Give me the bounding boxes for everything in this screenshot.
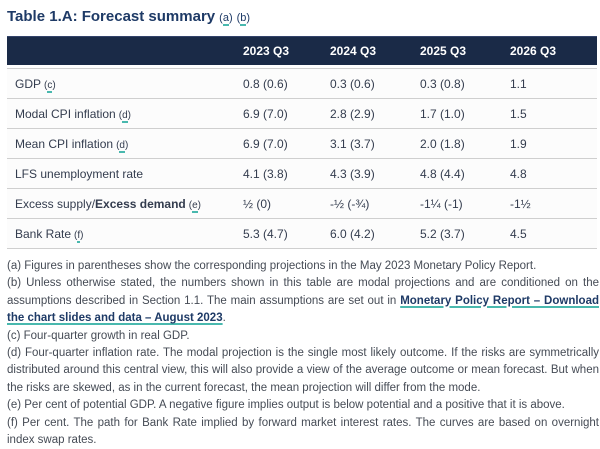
footnotes-section: (a) Figures in parentheses show the corr… <box>7 258 599 449</box>
row-label-text: Mean CPI inflation <box>15 136 114 151</box>
cell-value: 0.8 (0.6) <box>243 76 288 91</box>
column-header-2024-q3: 2024 Q3 <box>330 44 377 58</box>
table-row-bank-rate: Bank Rate (f) 5.3 (4.7) 6.0 (4.2) 5.2 (3.… <box>7 219 597 249</box>
footnote-c: (c) Four-quarter growth in real GDP. <box>7 328 599 345</box>
cell-value: -½ (-¾) <box>330 196 370 211</box>
row-label-text: Modal CPI inflation <box>15 106 116 121</box>
footnote-d-text: (d) Four-quarter inflation rate. The mod… <box>7 347 599 394</box>
table-header-row: 2023 Q3 2024 Q3 2025 Q3 2026 Q3 <box>7 36 597 65</box>
cell-value: 1.1 <box>510 76 527 91</box>
column-header-2026-q3: 2026 Q3 <box>510 44 557 58</box>
cell-value: 1.9 <box>510 136 527 151</box>
cell-value: -1½ <box>510 196 531 211</box>
page-title: Table 1.A: Forecast summary (a) (b) <box>7 8 596 26</box>
cell-value: 2.0 (1.8) <box>420 136 465 151</box>
column-header-2023-q3: 2023 Q3 <box>243 44 290 58</box>
row-label-text: GDP <box>15 76 42 91</box>
cell-value: 4.5 <box>510 226 527 241</box>
cell-value: 0.3 (0.6) <box>330 76 375 91</box>
cell-value: 4.8 (4.4) <box>420 166 465 181</box>
footnote-b: (b) Unless otherwise stated, the numbers… <box>7 275 599 327</box>
row-label-mean-cpi: Mean CPI inflation (d) <box>7 136 243 153</box>
footnote-ref-d-link[interactable]: (d) <box>118 109 131 123</box>
cell-value: 4.3 (3.9) <box>330 166 375 181</box>
footnote-ref-d-link[interactable]: (d) <box>116 139 129 153</box>
cell-value: 1.7 (1.0) <box>420 106 465 121</box>
cell-value: 6.9 (7.0) <box>243 106 288 121</box>
column-header-2025-q3: 2025 Q3 <box>420 44 467 58</box>
footnote-ref-e-link[interactable]: (e) <box>188 199 202 213</box>
forecast-table: 2023 Q3 2024 Q3 2025 Q3 2026 Q3 GDP (c) 0… <box>7 36 597 249</box>
footnote-b-text-after: . <box>222 312 226 325</box>
cell-value: 6.0 (4.2) <box>330 226 375 241</box>
footnote-a: (a) Figures in parentheses show the corr… <box>7 258 599 275</box>
row-label-modal-cpi: Modal CPI inflation (d) <box>7 106 243 123</box>
row-label-excess-supply-demand: Excess supply/Excess demand (e) <box>7 196 243 213</box>
table-row-modal-cpi: Modal CPI inflation (d) 6.9 (7.0) 2.8 (2.… <box>7 99 597 129</box>
footnote-f: (f) Per cent. The path for Bank Rate imp… <box>7 415 599 449</box>
table-row-mean-cpi: Mean CPI inflation (d) 6.9 (7.0) 3.1 (3.7… <box>7 129 597 159</box>
footnote-ref-b-link[interactable]: (b) <box>236 12 251 26</box>
row-label-text: LFS unemployment rate <box>15 166 144 181</box>
row-label-text: Excess supply/ <box>15 196 96 211</box>
cell-value: 4.8 <box>510 166 527 181</box>
cell-value: 6.9 (7.0) <box>243 136 288 151</box>
row-label-text: Bank Rate <box>15 226 72 241</box>
table-row-gdp: GDP (c) 0.8 (0.6) 0.3 (0.6) 0.3 (0.8) 1.1 <box>7 69 597 99</box>
monetary-policy-report-download-link[interactable]: Monetary Policy Report – Download the ch… <box>7 294 600 325</box>
row-label-text-bold: Excess demand <box>95 196 186 211</box>
row-label-bank-rate: Bank Rate (f) <box>7 226 243 243</box>
cell-value: ½ (0) <box>243 196 272 211</box>
footnote-e-text: (e) Per cent of potential GDP. A negativ… <box>7 399 565 412</box>
table-body: GDP (c) 0.8 (0.6) 0.3 (0.6) 0.3 (0.8) 1.1… <box>7 68 597 249</box>
footnote-c-text: (c) Four-quarter growth in real GDP. <box>7 329 190 342</box>
footnote-b-text: (b) Unless otherwise stated, the numbers… <box>7 277 599 307</box>
footnote-ref-a-link[interactable]: (a) <box>219 12 233 26</box>
cell-value: 5.3 (4.7) <box>243 226 288 241</box>
table-row-lfs-unemployment: LFS unemployment rate 4.1 (3.8) 4.3 (3.9… <box>7 159 597 189</box>
row-label-gdp: GDP (c) <box>7 76 243 93</box>
footnote-f-text: (f) Per cent. The path for Bank Rate imp… <box>7 416 599 447</box>
cell-value: 3.1 (3.7) <box>330 136 375 151</box>
footnote-ref-f-link[interactable]: (f) <box>74 229 84 243</box>
table-row-excess-supply-demand: Excess supply/Excess demand (e) ½ (0) -½ … <box>7 189 597 219</box>
footnote-e: (e) Per cent of potential GDP. A negativ… <box>7 397 599 414</box>
table-title-text: Table 1.A: Forecast summary <box>7 8 216 25</box>
cell-value: 2.8 (2.9) <box>330 106 375 121</box>
footnote-a-text: (a) Figures in parentheses show the corr… <box>7 260 537 272</box>
row-label-lfs-unemployment: LFS unemployment rate <box>7 167 243 181</box>
cell-value: 4.1 (3.8) <box>243 166 288 181</box>
footnote-ref-c-link[interactable]: (c) <box>44 79 56 93</box>
cell-value: 1.5 <box>510 106 527 121</box>
cell-value: -1¼ (-1) <box>420 196 463 211</box>
cell-value: 0.3 (0.8) <box>420 76 465 91</box>
cell-value: 5.2 (3.7) <box>420 226 465 241</box>
footnote-d: (d) Four-quarter inflation rate. The mod… <box>7 345 599 397</box>
